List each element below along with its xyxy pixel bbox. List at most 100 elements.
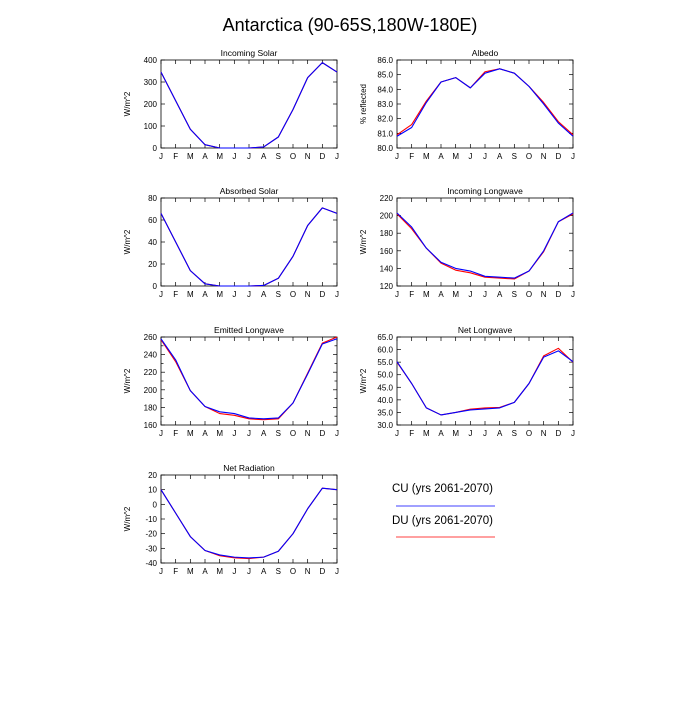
x-tick-label: M <box>187 429 194 438</box>
x-tick-label: S <box>276 429 281 438</box>
x-tick-label: D <box>319 290 325 299</box>
x-tick-label: J <box>247 567 251 576</box>
y-tick-label: 300 <box>144 78 158 87</box>
x-tick-label: J <box>395 429 399 438</box>
series-line-du <box>396 347 574 416</box>
panel-title: Incoming Longwave <box>447 186 523 196</box>
x-tick-label: J <box>335 290 339 299</box>
x-tick-label: S <box>512 429 517 438</box>
y-tick-label: 86.0 <box>377 56 393 65</box>
series-line-du <box>160 62 338 149</box>
x-tick-label: M <box>452 290 459 299</box>
y-tick-label: 200 <box>144 386 158 395</box>
x-tick-label: N <box>305 290 311 299</box>
x-tick-label: D <box>319 152 325 161</box>
y-tick-label: 260 <box>144 333 158 342</box>
x-tick-label: A <box>202 152 208 161</box>
x-tick-label: M <box>216 152 223 161</box>
legend-label: CU (yrs 2061-2070) <box>392 483 493 495</box>
y-tick-label: 30.0 <box>377 421 393 430</box>
x-tick-label: J <box>159 429 163 438</box>
x-tick-label: A <box>497 290 503 299</box>
series-line-cu <box>160 338 338 420</box>
plot-frame <box>160 474 338 564</box>
x-tick-label: A <box>202 567 208 576</box>
plot-frame <box>396 197 574 287</box>
x-tick-label: A <box>261 567 267 576</box>
panel-title: Albedo <box>472 48 499 58</box>
x-tick-label: A <box>497 152 503 161</box>
x-tick-label: J <box>483 429 487 438</box>
x-tick-label: O <box>290 290 296 299</box>
y-tick-label: -20 <box>145 530 157 539</box>
y-tick-label: 80 <box>148 194 157 203</box>
x-tick-label: F <box>409 429 414 438</box>
x-tick-label: M <box>187 290 194 299</box>
x-tick-label: A <box>438 152 444 161</box>
x-tick-label: D <box>319 567 325 576</box>
y-axis-title: W/m^2 <box>123 91 132 116</box>
y-axis-title: W/m^2 <box>359 229 368 254</box>
legend-label: DU (yrs 2061-2070) <box>392 515 493 527</box>
x-tick-label: A <box>261 152 267 161</box>
y-axis-title: W/m^2 <box>123 368 132 393</box>
series-line-du <box>160 207 338 287</box>
plot-frame <box>396 336 574 426</box>
x-tick-label: F <box>173 567 178 576</box>
x-tick-label: A <box>202 290 208 299</box>
x-tick-label: J <box>232 290 236 299</box>
y-tick-label: 80.0 <box>377 144 393 153</box>
y-tick-label: 220 <box>380 194 394 203</box>
series-line-cu <box>160 207 338 287</box>
y-tick-label: 160 <box>380 247 394 256</box>
y-tick-label: 180 <box>144 403 158 412</box>
x-tick-label: A <box>497 429 503 438</box>
series-line-du <box>160 336 338 421</box>
series-line-du <box>396 213 574 280</box>
x-tick-label: M <box>216 429 223 438</box>
y-tick-label: 84.0 <box>377 85 393 94</box>
y-tick-label: 400 <box>144 56 158 65</box>
y-tick-label: 82.0 <box>377 115 393 124</box>
x-tick-label: J <box>232 152 236 161</box>
x-tick-label: A <box>261 290 267 299</box>
x-tick-label: N <box>541 152 547 161</box>
x-tick-label: O <box>290 429 296 438</box>
x-tick-label: M <box>216 567 223 576</box>
x-tick-label: S <box>512 152 517 161</box>
plot-frame <box>160 59 338 149</box>
x-tick-label: J <box>571 429 575 438</box>
x-tick-label: M <box>187 567 194 576</box>
x-tick-label: N <box>305 429 311 438</box>
x-tick-label: A <box>202 429 208 438</box>
x-tick-label: J <box>159 290 163 299</box>
y-tick-label: 0 <box>153 144 158 153</box>
series-line-cu <box>160 487 338 559</box>
x-tick-label: J <box>159 152 163 161</box>
panel-title: Emitted Longwave <box>214 325 284 335</box>
x-tick-label: M <box>423 290 430 299</box>
x-tick-label: M <box>216 290 223 299</box>
x-tick-label: S <box>512 290 517 299</box>
x-tick-label: J <box>159 567 163 576</box>
y-tick-label: 83.0 <box>377 100 393 109</box>
plot-frame <box>160 197 338 287</box>
y-tick-label: 40 <box>148 238 157 247</box>
x-tick-label: N <box>305 567 311 576</box>
y-axis-title: W/m^2 <box>123 506 132 531</box>
y-tick-label: 60 <box>148 216 157 225</box>
x-tick-label: M <box>423 152 430 161</box>
panel-title: Net Radiation <box>223 463 275 473</box>
x-tick-label: N <box>541 290 547 299</box>
y-axis-title: W/m^2 <box>359 368 368 393</box>
y-tick-label: 180 <box>380 229 394 238</box>
x-tick-label: J <box>232 429 236 438</box>
y-tick-label: -10 <box>145 515 157 524</box>
y-tick-label: 140 <box>380 264 394 273</box>
y-axis-title: W/m^2 <box>123 229 132 254</box>
x-tick-label: O <box>526 152 532 161</box>
